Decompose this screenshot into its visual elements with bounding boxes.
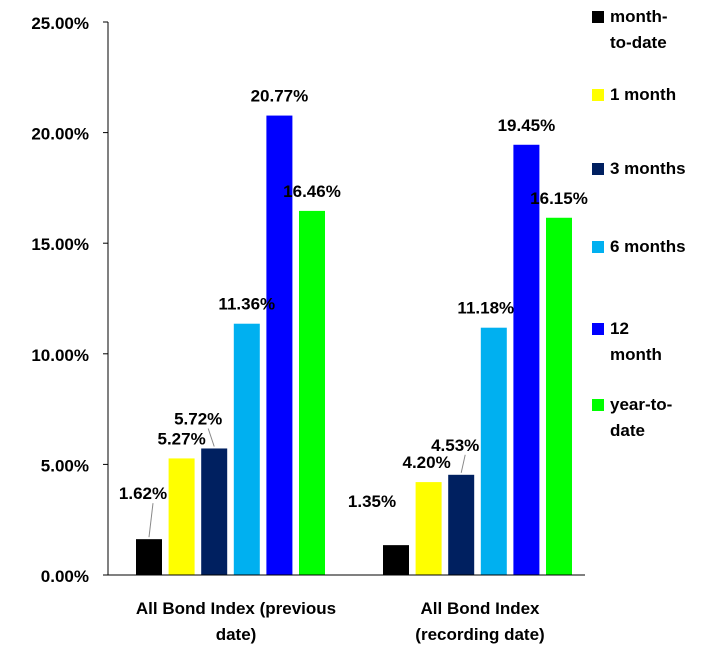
leader-line (148, 503, 154, 538)
legend-label: to-date (610, 33, 667, 52)
y-tick-label: 5.00% (41, 456, 89, 475)
data-label: 19.45% (498, 116, 556, 135)
data-label: 1.62% (119, 484, 167, 503)
bar-year-to-date-2 (546, 217, 572, 575)
legend-swatch (592, 399, 604, 411)
legend-swatch (592, 323, 604, 335)
legend-swatch (592, 89, 604, 101)
leader-line (207, 428, 215, 447)
data-label: 5.72% (174, 409, 222, 428)
data-label: 20.77% (251, 87, 309, 106)
legend-label: month (610, 345, 662, 364)
leader-lines (148, 428, 466, 538)
legend-swatch (592, 241, 604, 253)
leader-line (460, 454, 466, 473)
y-tick-label: 0.00% (41, 567, 89, 586)
y-tick-label: 20.00% (31, 125, 89, 144)
legend-label: 1 month (610, 85, 677, 104)
data-label: 11.18% (457, 299, 514, 318)
bar-month-to-date-2 (383, 545, 409, 575)
y-axis-ticks: 0.00% 5.00% 10.00% 15.00% 20.00% 25.00% (31, 14, 108, 586)
data-label: 4.20% (402, 453, 450, 472)
legend-swatch (592, 163, 604, 175)
legend-label: 6 months (610, 237, 686, 256)
y-tick-label: 10.00% (31, 346, 89, 365)
data-label: 11.36% (218, 295, 275, 314)
bar-3-months-2 (448, 474, 475, 575)
bar-month-to-date-1 (136, 539, 162, 575)
legend-label: year-to- (610, 395, 673, 414)
bar-6-months-2 (480, 327, 507, 575)
data-label: 16.46% (283, 182, 341, 201)
y-tick-label: 15.00% (31, 235, 89, 254)
legend-label: 3 months (610, 159, 686, 178)
legend-label: 12 (610, 319, 629, 338)
bar-1-month-1 (168, 458, 195, 575)
bar-6-months-1 (233, 323, 260, 575)
bar-3-months-1 (201, 448, 228, 575)
x-category-label: All Bond Index (previous (136, 599, 336, 618)
data-label: 1.35% (348, 492, 396, 511)
legend-label: date (610, 421, 645, 440)
data-label: 16.15% (530, 189, 588, 208)
data-labels: 1.62% 1.35% 5.27% 4.20% 5.72% 4.53% 11.36% 11.1… (119, 87, 588, 512)
x-category-label: date) (216, 625, 257, 644)
bar-12-month-2 (513, 144, 540, 576)
x-category-label: All Bond Index (421, 599, 541, 618)
y-tick-label: 25.00% (31, 14, 89, 33)
bar-year-to-date-1 (299, 210, 325, 576)
x-category-label: (recording date) (415, 625, 544, 644)
data-label: 5.27% (157, 429, 205, 448)
bars (136, 115, 572, 576)
bar-12-month-1 (266, 115, 293, 575)
data-label: 4.53% (431, 436, 479, 455)
legend-swatch (592, 11, 604, 23)
bar-1-month-2 (415, 482, 442, 575)
x-axis-labels: All Bond Index (previous date) All Bond In… (136, 599, 545, 644)
legend-label: month- (610, 7, 668, 26)
